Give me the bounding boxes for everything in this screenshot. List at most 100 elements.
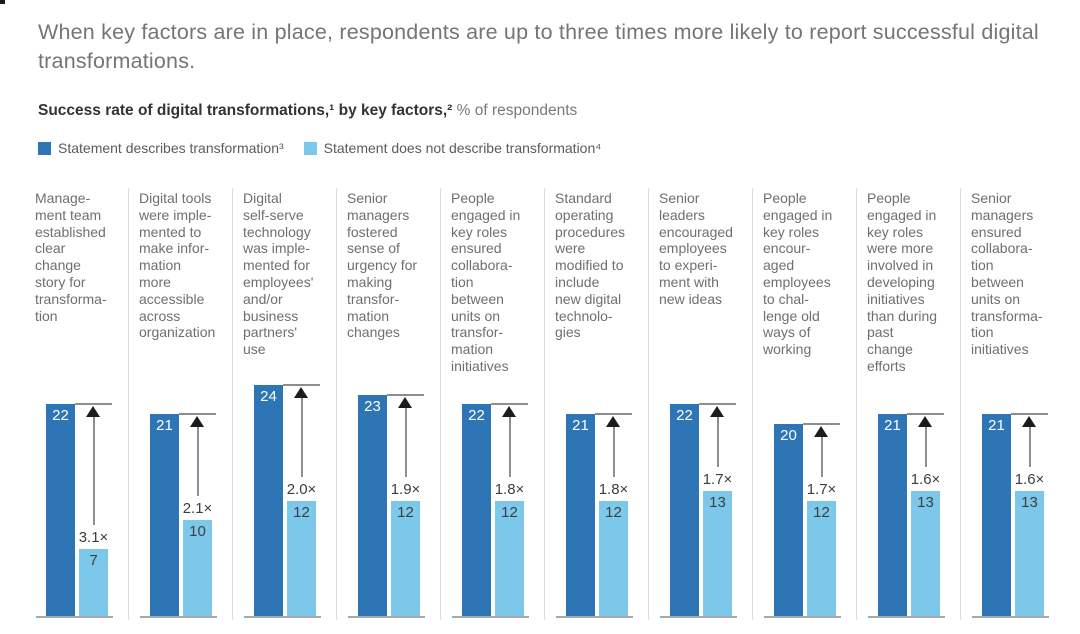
- comparison-arrow-line: [613, 425, 615, 477]
- comparison-cap-line: [803, 423, 840, 425]
- arrow-up-icon: [86, 406, 100, 417]
- bar-statement-describes: 21: [150, 414, 179, 616]
- arrow-up-icon: [814, 426, 828, 437]
- factor-label: Senior managers ensured collabora- tion …: [971, 190, 1043, 358]
- factor-column: People engaged in key roles ensured coll…: [440, 188, 544, 634]
- factor-label: People engaged in key roles ensured coll…: [451, 190, 521, 374]
- bar-statement-does-not-describe: 12: [807, 501, 836, 616]
- comparison-cap-line: [283, 384, 320, 386]
- column-baseline: [764, 616, 841, 618]
- comparison-arrow-line: [93, 415, 95, 525]
- bar-statement-does-not-describe: 12: [599, 501, 628, 616]
- bar-value-describes: 20: [780, 427, 797, 444]
- comparison-cap-line: [1011, 413, 1048, 415]
- bar-value-describes: 24: [260, 388, 277, 405]
- bar-statement-does-not-describe: 12: [287, 501, 316, 616]
- column-divider: [648, 188, 649, 620]
- legend-item-describes: Statement describes transformation³: [38, 140, 284, 156]
- comparison-cap-line: [907, 413, 944, 415]
- comparison-cap-line: [387, 394, 424, 396]
- factor-column: People engaged in key roles were more in…: [856, 188, 960, 634]
- bar-statement-describes: 22: [462, 404, 491, 616]
- bar-value-describes: 21: [988, 417, 1005, 434]
- factor-column: Senior managers ensured collabora- tion …: [960, 188, 1064, 634]
- column-baseline: [556, 616, 633, 618]
- factor-label: Digital tools were imple- mented to make…: [139, 190, 216, 341]
- arrow-up-icon: [710, 406, 724, 417]
- bar-statement-does-not-describe: 13: [911, 491, 940, 616]
- bar-statement-describes: 21: [566, 414, 595, 616]
- factor-label: Senior leaders encouraged employees to e…: [659, 190, 733, 307]
- bar-value-does-not-describe: 12: [813, 504, 830, 521]
- chart-legend: Statement describes transformation³ Stat…: [38, 140, 601, 156]
- factor-label: People engaged in key roles encour- aged…: [763, 190, 833, 358]
- comparison-arrow-line: [301, 396, 303, 477]
- multiplier-label: 1.7×: [806, 481, 837, 498]
- factor-label: Senior managers fostered sense of urgenc…: [347, 190, 418, 341]
- arrow-up-icon: [398, 397, 412, 408]
- arrow-up-icon: [1022, 416, 1036, 427]
- comparison-cap-line: [75, 403, 112, 405]
- comparison-cap-line: [179, 413, 216, 415]
- factor-column: Senior leaders encouraged employees to e…: [648, 188, 752, 634]
- chart-columns: Manage- ment team established clear chan…: [24, 188, 1064, 634]
- comparison-cap-line: [699, 403, 736, 405]
- comparison-arrow-line: [197, 425, 199, 496]
- column-divider: [544, 188, 545, 620]
- bar-statement-does-not-describe: 13: [1015, 491, 1044, 616]
- factor-column: Senior managers fostered sense of urgenc…: [336, 188, 440, 634]
- bar-value-describes: 21: [156, 417, 173, 434]
- factor-label: People engaged in key roles were more in…: [867, 190, 938, 374]
- multiplier-label: 1.6×: [910, 471, 941, 488]
- column-divider: [336, 188, 337, 620]
- chart-subtitle-unit: % of respondents: [452, 102, 578, 119]
- bar-statement-describes: 21: [982, 414, 1011, 616]
- bar-statement-describes: 20: [774, 424, 803, 616]
- page-title: When key factors are in place, responden…: [38, 20, 1039, 73]
- bar-value-describes: 22: [52, 407, 69, 424]
- arrow-up-icon: [918, 416, 932, 427]
- multiplier-label: 2.1×: [182, 500, 213, 517]
- bar-statement-describes: 24: [254, 385, 283, 616]
- comparison-arrow-line: [925, 425, 927, 467]
- bar-value-does-not-describe: 7: [89, 552, 98, 569]
- bar-statement-describes: 22: [670, 404, 699, 616]
- column-baseline: [452, 616, 529, 618]
- factor-column: Manage- ment team established clear chan…: [24, 188, 128, 634]
- multiplier-label: 3.1×: [78, 529, 109, 546]
- column-baseline: [244, 616, 321, 618]
- arrow-up-icon: [606, 416, 620, 427]
- column-divider: [960, 188, 961, 620]
- bar-value-does-not-describe: 12: [605, 504, 622, 521]
- comparison-cap-line: [595, 413, 632, 415]
- bar-value-does-not-describe: 13: [1021, 494, 1038, 511]
- factor-label: Manage- ment team established clear chan…: [35, 190, 107, 324]
- arrow-up-icon: [294, 387, 308, 398]
- column-baseline: [348, 616, 425, 618]
- column-divider: [128, 188, 129, 620]
- legend-swatch-dark-blue-icon: [38, 141, 51, 155]
- bar-value-describes: 21: [572, 417, 589, 434]
- multiplier-label: 1.7×: [702, 471, 733, 488]
- legend-label: Statement describes transformation³: [58, 140, 284, 156]
- bar-value-describes: 23: [364, 398, 381, 415]
- arrow-up-icon: [502, 406, 516, 417]
- comparison-arrow-line: [1029, 425, 1031, 467]
- column-baseline: [36, 616, 113, 618]
- arrow-up-icon: [190, 416, 204, 427]
- bar-statement-does-not-describe: 7: [79, 549, 108, 616]
- chart-subtitle: Success rate of digital transformations,…: [38, 102, 1048, 120]
- corner-mark: [0, 0, 5, 4]
- factor-label: Digital self-serve technology was imple-…: [243, 190, 314, 358]
- bar-value-does-not-describe: 12: [397, 504, 414, 521]
- legend-label: Statement does not describe transformati…: [323, 140, 602, 156]
- comparison-arrow-line: [821, 435, 823, 477]
- bar-value-describes: 22: [468, 407, 485, 424]
- column-baseline: [660, 616, 737, 618]
- factor-column: People engaged in key roles encour- aged…: [752, 188, 856, 634]
- column-divider: [856, 188, 857, 620]
- bar-value-describes: 21: [884, 417, 901, 434]
- bar-statement-describes: 22: [46, 404, 75, 616]
- comparison-arrow-line: [405, 406, 407, 477]
